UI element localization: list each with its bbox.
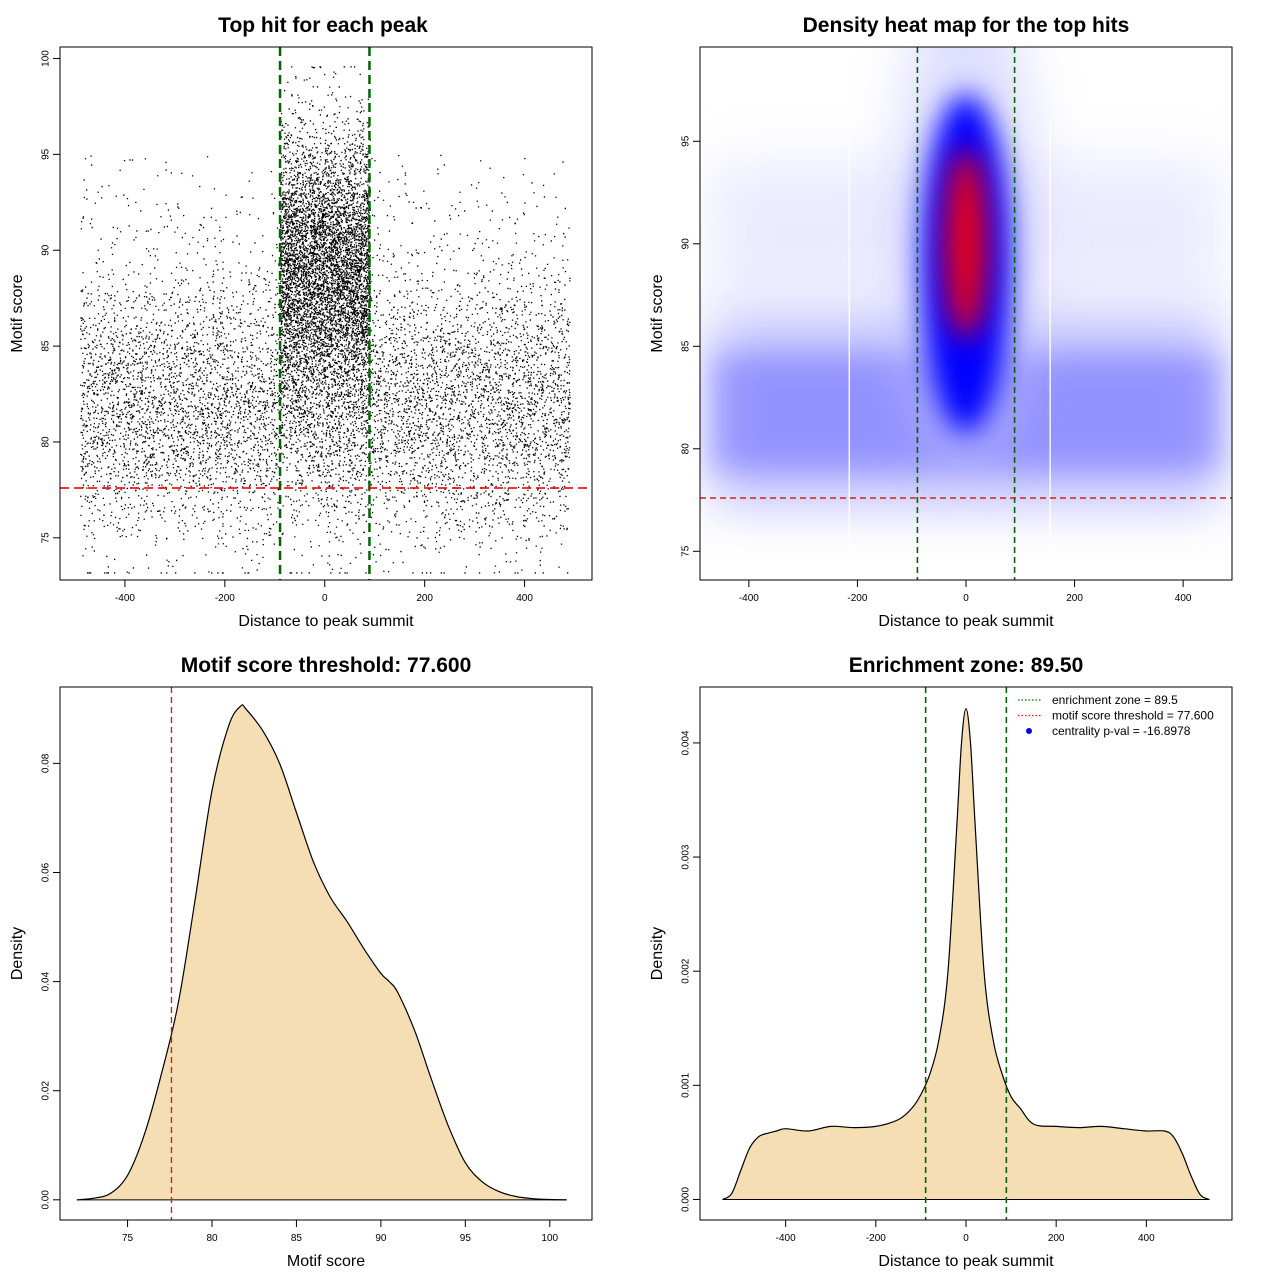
y-tick-label: 90 [41,244,52,256]
heatmap-image [700,47,1232,580]
y-axis-label: Motif score [649,274,666,352]
y-tick-label: 100 [41,50,52,67]
x-tick-label: -400 [776,1233,796,1244]
y-tick-label: 0.02 [41,1081,52,1101]
y-tick-label: 0.06 [41,862,52,882]
x-tick-label: -400 [115,593,135,604]
density-curve [76,704,567,1201]
chart-title: Top hit for each peak [218,14,428,37]
x-axis-label: Distance to peak summit [238,613,414,630]
density-area [722,708,1210,1200]
density-curve [722,708,1210,1201]
y-tick-label: 0.002 [681,958,692,983]
x-axis: -400 -200 0 200 400 [739,579,1192,604]
legend-label: motif score threshold = 77.600 [1052,709,1214,723]
y-axis: 75 80 85 90 95 [681,135,701,557]
scatter-chart: Top hit for each peak -400 -200 0 200 400 75 80… [9,14,593,630]
x-axis: -400 -200 0 200 400 [776,1219,1155,1244]
x-axis-label: Distance to peak summit [878,613,1054,630]
y-tick-label: 0.00 [41,1190,52,1210]
y-tick-label: 0.003 [681,844,692,869]
x-tick-label: 95 [460,1233,472,1244]
x-tick-label: 100 [541,1233,558,1244]
y-tick-label: 0.08 [41,753,52,773]
x-tick-label: 400 [516,593,533,604]
x-tick-label: 0 [963,593,969,604]
density-chart: Motif score threshold: 77.600 75 80 85 90 95 1… [9,654,593,1270]
x-tick-label: 80 [206,1233,218,1244]
x-tick-label: -200 [215,593,235,604]
y-axis-label: Motif score [9,274,26,352]
y-tick-label: 75 [681,545,692,557]
y-tick-label: 0.000 [681,1187,692,1212]
y-tick-label: 90 [681,238,692,250]
chart-title: Motif score threshold: 77.600 [181,654,472,677]
y-tick-label: 0.004 [681,730,692,755]
density-chart: enrichment zone = 89.5 motif score thresh… [649,654,1233,1270]
x-axis: 75 80 85 90 95 100 [122,1219,559,1244]
y-tick-label: 75 [41,532,52,544]
y-tick-label: 80 [681,443,692,455]
x-tick-label: -200 [866,1233,886,1244]
x-tick-label: -200 [847,593,867,604]
x-tick-label: 75 [122,1233,134,1244]
y-tick-label: 0.04 [41,971,52,991]
x-axis-label: Distance to peak summit [878,1253,1054,1270]
chart-title: Density heat map for the top hits [803,14,1130,37]
plot-frame [59,46,593,581]
y-axis: 75 80 85 90 95 100 [41,50,61,544]
legend-marker [1026,728,1032,734]
x-tick-label: 0 [322,593,328,604]
y-axis-label: Density [649,927,666,980]
y-tick-label: 0.001 [681,1072,692,1097]
x-tick-label: 90 [375,1233,387,1244]
legend: enrichment zone = 89.5 motif score thresh… [1018,693,1214,738]
x-tick-label: 200 [416,593,433,604]
y-tick-label: 85 [41,340,52,352]
data-points [80,66,571,574]
x-tick-label: 200 [1048,1233,1065,1244]
x-tick-label: -400 [739,593,759,604]
scatter-points [80,66,571,574]
y-axis: 0.00 0.02 0.04 0.06 0.08 [41,753,61,1210]
density-peak [944,148,988,339]
y-tick-label: 95 [41,148,52,160]
x-tick-label: 200 [1066,593,1083,604]
legend-label: enrichment zone = 89.5 [1052,693,1178,707]
heatmap-chart: Density heat map for the top hits -400 -20… [649,14,1233,630]
x-axis: -400 -200 0 200 400 [115,579,533,604]
density-area [76,704,567,1200]
chart-title: Enrichment zone: 89.50 [849,654,1084,677]
y-axis: 0.000 0.001 0.002 0.003 0.004 [681,730,701,1212]
y-tick-label: 80 [41,436,52,448]
legend-label: centrality p-val = -16.8978 [1052,724,1191,738]
y-tick-label: 85 [681,340,692,352]
x-tick-label: 400 [1175,593,1192,604]
x-tick-label: 400 [1138,1233,1155,1244]
y-axis-label: Density [9,927,26,980]
x-tick-label: 85 [291,1233,303,1244]
y-tick-label: 95 [681,135,692,147]
x-tick-label: 0 [963,1233,969,1244]
x-axis-label: Motif score [287,1253,365,1270]
